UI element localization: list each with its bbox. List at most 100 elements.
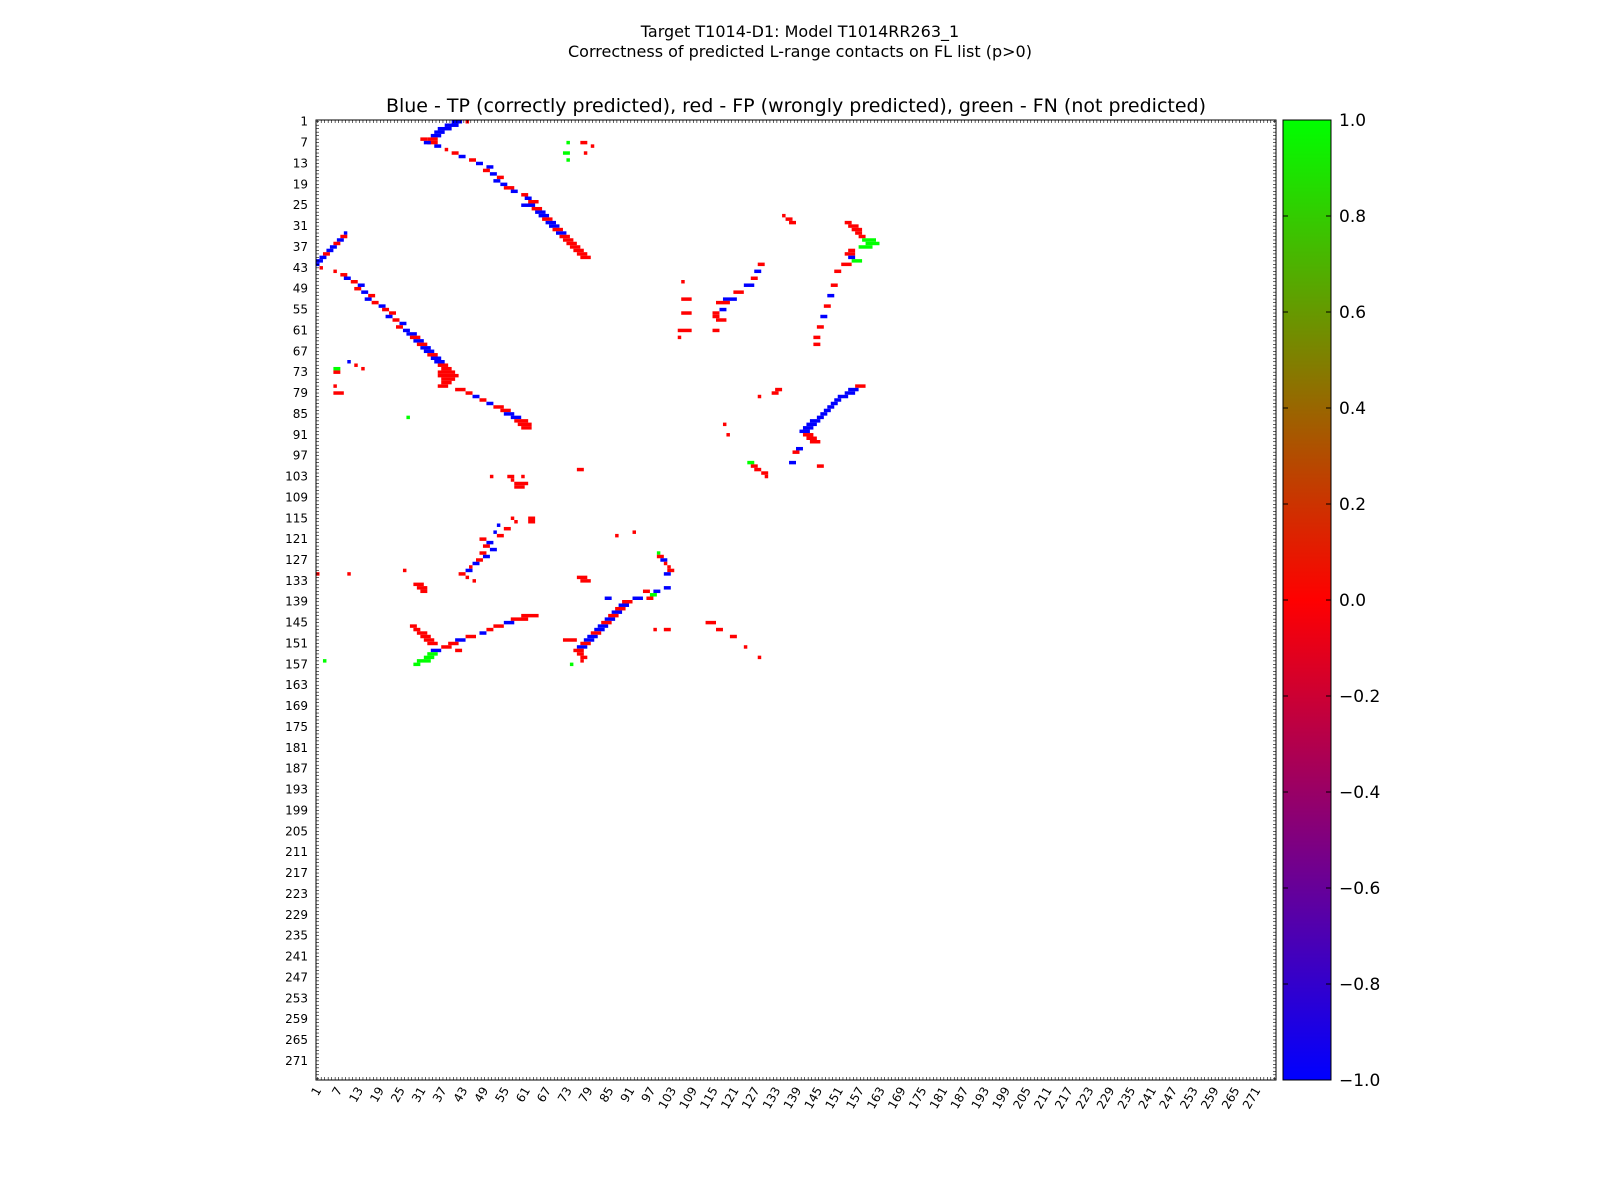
contact-cell [743,283,755,287]
contact-cell [503,186,515,190]
y-tick-label: 259 [285,1012,308,1026]
x-tick-label: 79 [576,1085,596,1105]
contact-cell [722,297,737,301]
y-tick-label: 7 [300,136,308,150]
contact-cell [423,349,435,354]
contact-cell [750,276,758,280]
contact-cell [576,575,588,580]
x-tick-label: 157 [843,1085,867,1112]
y-tick-label: 49 [293,282,308,296]
axis-ticks: 1177131319192525313137374343494955556161… [285,115,1276,1112]
y-tick-label: 271 [285,1054,308,1068]
contact-cell [430,648,442,653]
contact-cell [510,189,518,194]
contact-cell [340,234,348,239]
contact-cell [441,366,452,371]
contact-cell [858,245,873,249]
contact-cell [333,391,344,395]
contact-cell [632,530,636,534]
x-tick-label: 19 [367,1085,387,1105]
contact-cell [455,648,463,653]
colorbar-tick-label: 0.2 [1339,495,1366,515]
x-tick-label: 223 [1073,1085,1097,1112]
x-tick-label: 151 [822,1085,846,1112]
y-tick-label: 37 [293,240,308,254]
contact-cell [385,314,393,319]
contact-cell [618,603,630,607]
y-tick-label: 199 [285,803,308,817]
contact-cell [681,297,692,301]
y-tick-label: 235 [285,929,308,943]
y-tick-label: 187 [285,762,308,776]
x-tick-label: 67 [534,1085,554,1105]
y-tick-label: 43 [293,261,308,275]
contact-cell [514,520,518,524]
contact-cell [562,151,570,155]
contact-cell [503,526,511,531]
contact-cells [316,120,880,667]
contact-cell [472,579,476,583]
contact-cell [396,325,403,329]
contact-cell [455,387,466,392]
contact-cell [848,224,859,228]
contact-cell [858,234,866,239]
contact-cell [608,613,619,618]
y-tick-label: 97 [293,449,308,463]
contact-cell [420,634,431,639]
contact-cell [667,565,671,569]
contact-cell [681,311,692,315]
contact-cell [336,238,344,242]
contact-cell [594,627,605,632]
x-tick-label: 205 [1010,1085,1034,1112]
contact-cell [333,269,337,274]
contact-cell [580,641,591,646]
contact-cell [827,405,835,409]
x-tick-label: 127 [739,1085,763,1112]
contact-cell [789,220,796,225]
y-tick-label: 25 [293,198,308,212]
contact-cell [531,206,543,211]
contact-cell [441,645,452,649]
contact-cell [823,304,831,308]
y-tick-label: 145 [285,616,308,630]
contact-cell [489,547,497,552]
contact-cell [521,203,536,207]
contact-cell [493,179,501,183]
contact-cell [681,280,685,284]
contact-cell [590,144,595,148]
x-tick-label: 37 [430,1085,450,1105]
x-tick-label: 49 [472,1085,492,1105]
contact-cell [576,645,588,649]
contact-cell [482,554,490,559]
contact-cell [556,231,567,235]
contact-cell [521,613,539,618]
contact-cell [514,481,529,486]
contact-cell [580,655,588,660]
contact-cell [660,558,668,562]
contact-cell [789,460,796,465]
contact-cell [430,356,442,360]
y-tick-label: 79 [293,386,308,400]
x-tick-label: 253 [1177,1085,1201,1112]
contact-cell [350,280,358,284]
contact-cell [813,342,821,347]
contact-cell [486,401,494,406]
contact-cell [716,300,730,305]
x-tick-label: 199 [989,1085,1013,1112]
contact-cell [775,387,783,392]
contact-cell [712,328,720,333]
contact-cell [622,600,633,604]
x-tick-label: 43 [451,1085,471,1105]
contact-cell [420,137,428,141]
contact-cell [437,126,452,131]
x-tick-label: 73 [555,1085,575,1105]
contact-cell [841,262,852,267]
y-tick-label: 223 [285,887,308,901]
plot-frame [315,119,1277,1081]
contact-cell [663,586,671,590]
contact-cell [413,582,424,587]
contact-cell [448,641,459,646]
contact-cell [479,398,487,402]
y-tick-label: 205 [285,824,308,838]
contact-cell [576,467,584,472]
